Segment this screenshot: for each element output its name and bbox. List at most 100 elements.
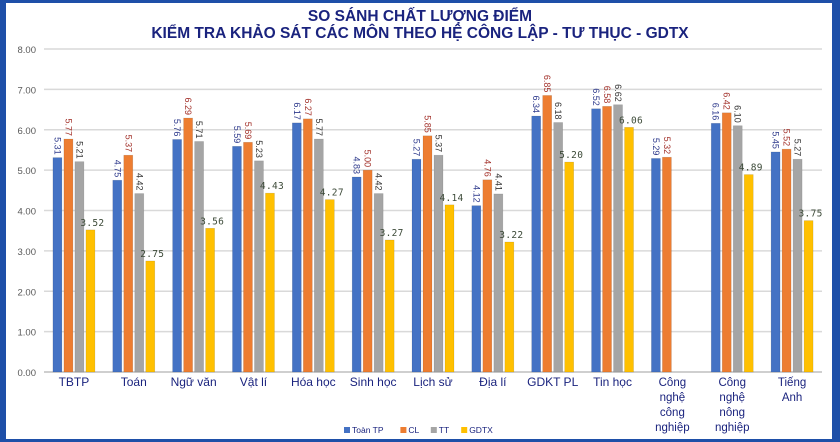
y-tick-label: 4.00 — [18, 207, 37, 218]
data-label: 4.83 — [352, 156, 362, 174]
data-label: 4.42 — [134, 173, 144, 191]
data-label: 5.32 — [662, 137, 672, 155]
x-tick-label: Công — [659, 377, 687, 389]
bar-gdtx — [624, 127, 634, 373]
bar-cl — [542, 95, 552, 373]
bar-cl — [482, 179, 493, 373]
y-tick-label: 2.00 — [18, 287, 37, 298]
x-tick-label: GDKT PL — [527, 375, 578, 389]
x-tick-label: Vật lí — [240, 375, 268, 389]
bar-tt — [553, 122, 563, 373]
x-tick-label: nghệ — [719, 392, 745, 404]
legend-swatch — [400, 427, 407, 433]
data-label: 5.23 — [254, 140, 264, 158]
data-label: 6.06 — [619, 115, 643, 126]
data-label: 5.21 — [74, 141, 84, 159]
bar-toàn-tp — [112, 179, 123, 373]
x-tick-label: TBTP — [59, 375, 90, 389]
x-tick-label: nghiệp — [715, 422, 750, 434]
bar-cl — [602, 106, 612, 373]
data-label: 4.75 — [112, 160, 122, 178]
x-tick-label: Toán — [121, 375, 147, 389]
data-label: 4.42 — [374, 173, 384, 191]
bar-tt — [613, 104, 623, 373]
bar-cl — [303, 118, 313, 373]
legend-label: Toàn TP — [352, 425, 384, 435]
bar-cl — [362, 169, 373, 373]
data-label: 6.18 — [553, 102, 563, 120]
x-tick-label: Tin học — [593, 375, 632, 389]
data-label: 4.43 — [260, 181, 284, 192]
bar-toàn-tp — [591, 108, 601, 373]
bar-toàn-tp — [351, 176, 362, 373]
x-tick-label: Lịch sử — [413, 375, 452, 389]
data-label: 3.22 — [499, 230, 523, 241]
data-label: 4.89 — [739, 163, 763, 174]
bar-toàn-tp — [292, 122, 302, 373]
bar-tt — [373, 193, 384, 373]
bar-gdtx — [85, 229, 96, 373]
data-label: 6.85 — [542, 75, 552, 93]
legend-swatch — [461, 427, 468, 433]
data-label: 6.16 — [711, 103, 721, 121]
data-label: 5.00 — [363, 150, 373, 168]
data-label: 6.42 — [722, 92, 732, 110]
bar-toàn-tp — [710, 122, 721, 373]
data-label: 5.69 — [243, 122, 253, 140]
bar-gdtx — [145, 260, 156, 373]
bar-cl — [183, 117, 193, 373]
data-label: 6.34 — [531, 95, 541, 113]
data-label: 5.37 — [434, 135, 444, 153]
data-label: 5.37 — [123, 135, 133, 153]
chart-title-line-2: KIỂM TRA KHẢO SÁT CÁC MÔN THEO HỆ CÔNG L… — [151, 25, 689, 42]
bar-tt — [134, 193, 145, 373]
bar-toàn-tp — [471, 205, 482, 373]
x-tick-label: Ngữ văn — [171, 375, 217, 389]
x-tick-label: nghệ — [660, 392, 686, 404]
x-tick-label: Công — [718, 377, 746, 389]
data-label: 3.52 — [80, 218, 104, 229]
bar-toàn-tp — [232, 146, 242, 373]
x-tick-label: Hóa học — [291, 375, 336, 389]
legend-label: TT — [439, 425, 449, 435]
x-tick-label: Anh — [782, 392, 802, 404]
bar-gdtx — [743, 174, 754, 373]
chart-title: SO SÁNH CHẤT LƯỢNG ĐIỂM KIỂM TRA KHẢO SÁ… — [0, 8, 840, 42]
bar-toàn-tp — [411, 158, 422, 373]
y-tick-label: 6.00 — [18, 126, 37, 137]
bar-cl — [662, 156, 672, 373]
bar-gdtx — [325, 199, 335, 373]
data-label: 6.17 — [292, 102, 302, 120]
y-tick-label: 0.00 — [18, 368, 37, 379]
data-label: 4.27 — [320, 188, 344, 199]
data-label: 4.41 — [493, 173, 503, 191]
data-label: 3.56 — [200, 216, 224, 227]
bar-cl — [123, 154, 134, 373]
data-label: 6.29 — [183, 98, 193, 116]
data-label: 4.14 — [439, 193, 463, 204]
data-label: 5.20 — [559, 150, 583, 161]
x-tick-label: nông — [719, 407, 745, 419]
y-tick-label: 1.00 — [18, 328, 37, 339]
bar-gdtx — [444, 204, 455, 373]
x-tick-label: công — [660, 407, 685, 419]
data-label: 6.27 — [303, 98, 313, 116]
bar-toàn-tp — [770, 151, 781, 373]
data-label: 5.71 — [194, 121, 204, 139]
bar-cl — [721, 112, 732, 373]
bar-tt — [314, 138, 324, 373]
data-label: 4.12 — [471, 185, 481, 203]
bar-toàn-tp — [172, 139, 182, 373]
legend-swatch — [430, 427, 437, 433]
data-label: 3.75 — [799, 209, 823, 220]
data-label: 5.59 — [232, 126, 242, 144]
data-label: 6.52 — [591, 88, 601, 106]
bar-cl — [781, 148, 792, 373]
y-tick-label: 8.00 — [18, 45, 37, 56]
bar-gdtx — [265, 192, 275, 373]
data-label: 5.31 — [52, 137, 62, 155]
data-label: 3.27 — [380, 228, 404, 239]
data-label: 5.27 — [793, 139, 803, 157]
bar-toàn-tp — [531, 115, 541, 373]
